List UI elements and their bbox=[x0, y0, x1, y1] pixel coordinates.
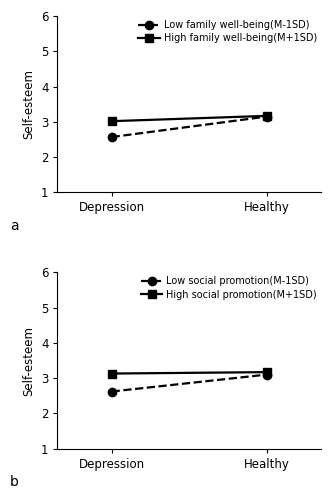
Legend: Low family well-being(M-1SD), High family well-being(M+1SD): Low family well-being(M-1SD), High famil… bbox=[136, 18, 319, 46]
Y-axis label: Self-esteem: Self-esteem bbox=[22, 326, 35, 396]
Text: b: b bbox=[10, 475, 19, 489]
Text: a: a bbox=[10, 219, 19, 233]
Legend: Low social promotion(M-1SD), High social promotion(M+1SD): Low social promotion(M-1SD), High social… bbox=[139, 274, 319, 301]
Y-axis label: Self-esteem: Self-esteem bbox=[22, 69, 35, 139]
